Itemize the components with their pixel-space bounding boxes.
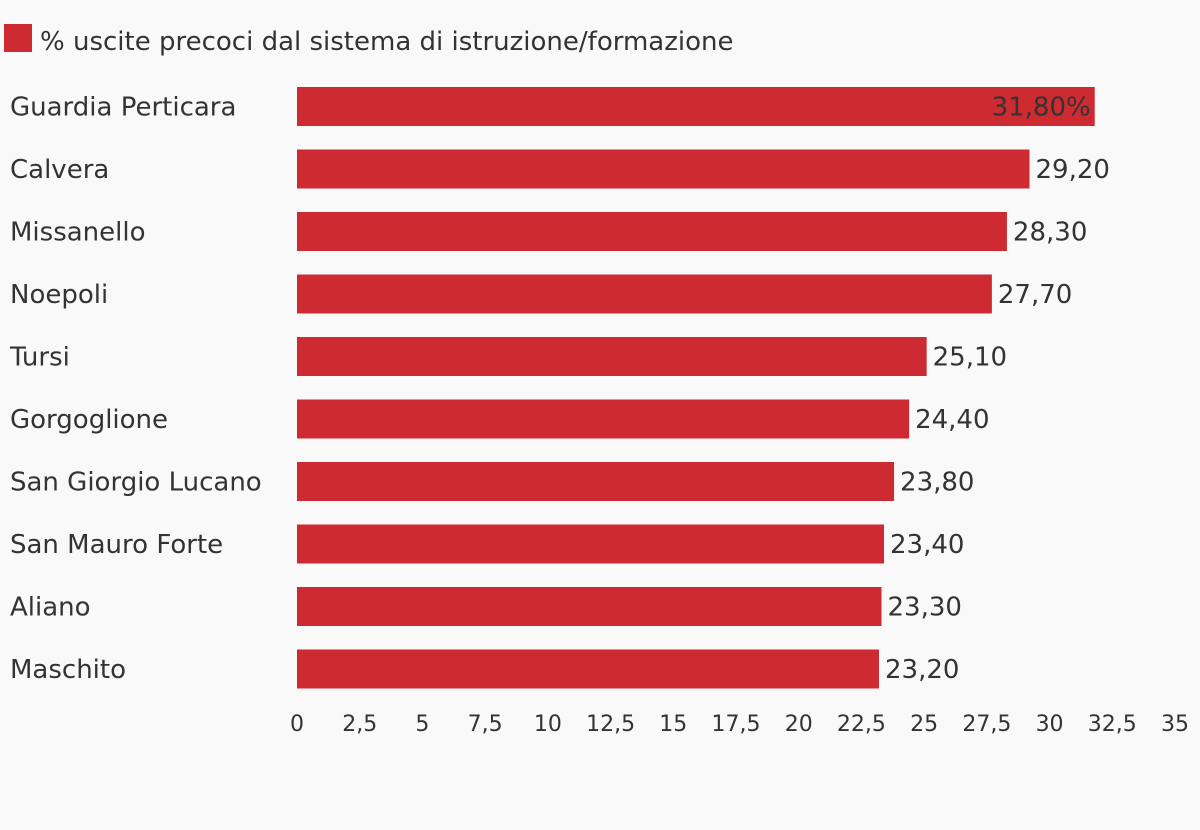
bar <box>297 212 1007 251</box>
value-label: 23,80 <box>900 468 974 498</box>
x-tick-label: 10 <box>534 712 562 737</box>
category-labels: Guardia Perticara Calvera Missanello Noepol… <box>9 93 262 686</box>
bar <box>297 587 882 626</box>
x-tick-label: 27,5 <box>962 712 1011 737</box>
x-tick-label: 22,5 <box>837 712 886 737</box>
x-tick-label: 30 <box>1036 712 1064 737</box>
category-label: Missanello <box>10 218 146 248</box>
value-label: 25,10 <box>933 343 1007 373</box>
x-tick-label: 12,5 <box>586 712 635 737</box>
value-label: 23,40 <box>890 530 964 560</box>
value-label: 29,20 <box>1036 155 1110 185</box>
x-tick-label: 35 <box>1161 712 1189 737</box>
value-label: 24,40 <box>915 405 989 435</box>
bar <box>297 274 992 314</box>
value-label: 31,80% <box>992 93 1091 123</box>
x-tick-label: 15 <box>659 712 687 737</box>
x-axis: 0 2,5 5 7,5 10 12,5 15 17,5 20 22,5 25 27,5 30 32,5 35 <box>290 712 1189 737</box>
category-label: Maschito <box>10 655 126 685</box>
value-label: 28,30 <box>1013 218 1087 248</box>
bar <box>297 524 885 564</box>
x-tick-label: 7,5 <box>468 712 503 737</box>
legend: % uscite precoci dal sistema di istruzio… <box>4 24 733 57</box>
x-tick-label: 17,5 <box>712 712 761 737</box>
category-label: San Mauro Forte <box>10 530 223 560</box>
bar <box>297 87 1095 126</box>
x-tick-label: 25 <box>910 712 938 737</box>
category-label: Calvera <box>10 155 109 185</box>
category-label: Gorgoglione <box>10 405 168 435</box>
bars <box>297 87 1095 689</box>
value-label: 23,30 <box>887 593 961 623</box>
category-label: Noepoli <box>10 280 108 310</box>
bar <box>297 399 910 439</box>
bar <box>297 337 927 376</box>
bar <box>297 462 895 501</box>
category-label: Guardia Perticara <box>10 93 236 123</box>
legend-swatch <box>4 24 32 52</box>
x-tick-label: 5 <box>415 712 429 737</box>
x-tick-label: 2,5 <box>342 712 377 737</box>
bar <box>297 149 1030 189</box>
x-tick-label: 0 <box>290 712 304 737</box>
x-tick-label: 32,5 <box>1088 712 1137 737</box>
category-label: Aliano <box>10 593 91 623</box>
value-label: 27,70 <box>998 280 1072 310</box>
value-label: 23,20 <box>885 655 959 685</box>
category-label: Tursi <box>9 343 70 373</box>
bar <box>297 649 879 689</box>
legend-label: % uscite precoci dal sistema di istruzio… <box>40 27 733 57</box>
value-labels: 31,80% 29,20 28,30 27,70 25,10 24,40 23,80 23,4… <box>885 93 1110 686</box>
x-tick-label: 20 <box>785 712 813 737</box>
category-label: San Giorgio Lucano <box>10 468 262 498</box>
